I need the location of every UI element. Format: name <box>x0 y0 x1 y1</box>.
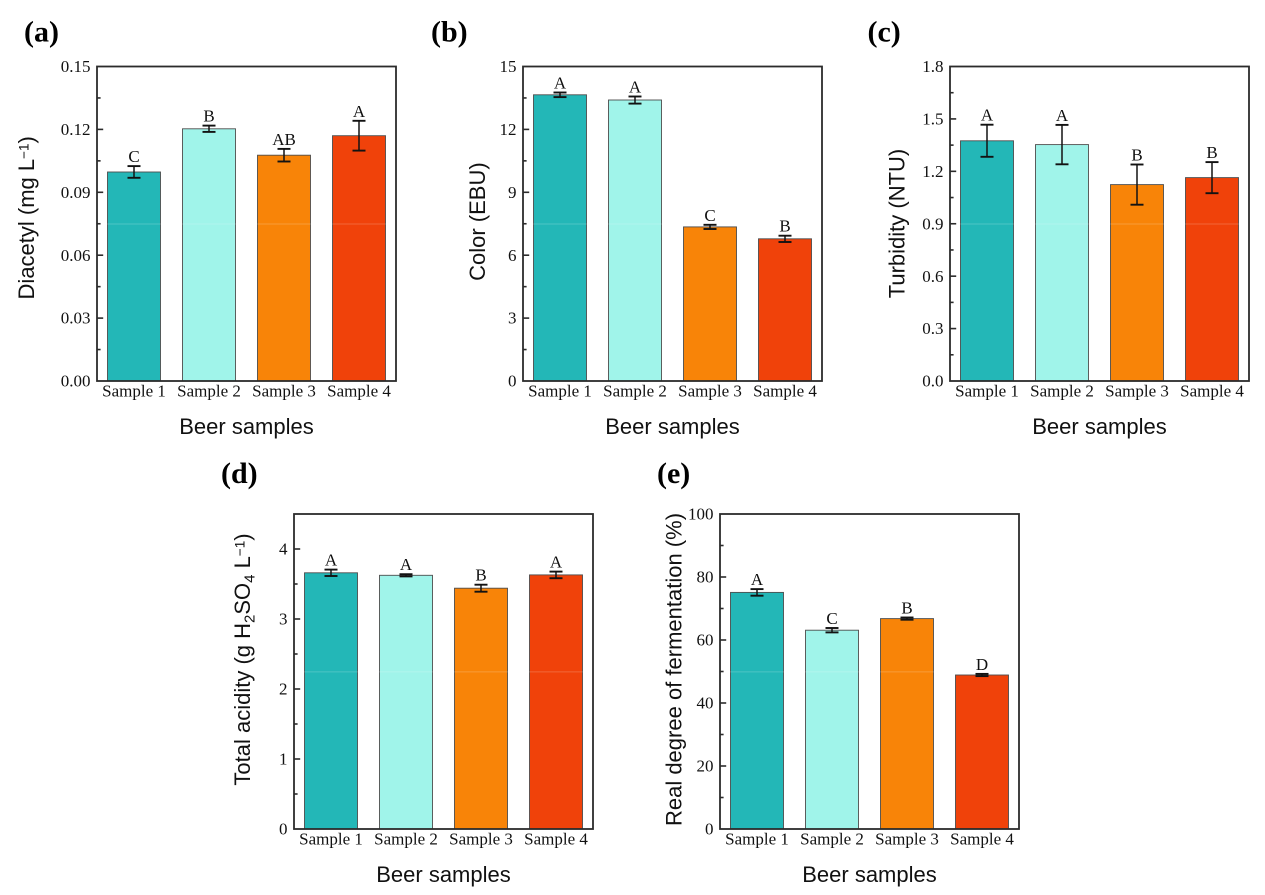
svg-text:9: 9 <box>508 183 517 202</box>
svg-text:Sample 4: Sample 4 <box>524 830 588 849</box>
svg-text:Sample 1: Sample 1 <box>299 830 363 849</box>
svg-text:A: A <box>629 78 642 97</box>
svg-text:A: A <box>751 570 764 589</box>
svg-text:B: B <box>475 566 486 585</box>
svg-text:0: 0 <box>705 820 714 839</box>
svg-text:A: A <box>554 74 567 93</box>
svg-text:1.8: 1.8 <box>922 57 943 76</box>
svg-text:Sample 3: Sample 3 <box>449 830 513 849</box>
svg-text:Beer samples: Beer samples <box>376 862 511 887</box>
svg-text:AB: AB <box>272 130 296 149</box>
svg-text:0.12: 0.12 <box>61 120 91 139</box>
svg-text:0.6: 0.6 <box>922 267 943 286</box>
svg-text:2: 2 <box>279 680 288 699</box>
svg-text:Total acidity (g H2SO4 L−1): Total acidity (g H2SO4 L−1) <box>230 533 259 785</box>
svg-text:(a): (a) <box>24 16 59 49</box>
svg-text:(e): (e) <box>657 457 690 490</box>
svg-text:3: 3 <box>279 610 288 629</box>
svg-text:A: A <box>550 553 563 572</box>
svg-text:Diacetyl (mg L−1): Diacetyl (mg L−1) <box>14 136 39 299</box>
svg-text:Beer samples: Beer samples <box>179 414 314 439</box>
svg-text:Color (EBU): Color (EBU) <box>465 162 490 281</box>
svg-text:0.9: 0.9 <box>922 214 943 233</box>
svg-text:1: 1 <box>279 750 288 769</box>
svg-text:C: C <box>128 147 139 166</box>
svg-text:A: A <box>325 551 338 570</box>
svg-text:6: 6 <box>508 246 517 265</box>
svg-text:A: A <box>400 555 413 574</box>
svg-text:0.3: 0.3 <box>922 319 943 338</box>
svg-text:0.15: 0.15 <box>61 57 91 76</box>
svg-text:Sample 3: Sample 3 <box>678 382 742 401</box>
svg-text:B: B <box>1131 146 1142 165</box>
svg-text:Sample 4: Sample 4 <box>1180 382 1244 401</box>
svg-text:A: A <box>353 102 366 121</box>
svg-text:Sample 3: Sample 3 <box>875 830 939 849</box>
svg-text:Sample 3: Sample 3 <box>1105 382 1169 401</box>
svg-text:Real degree of fermentation (%: Real degree of fermentation (%) <box>662 513 687 826</box>
svg-text:B: B <box>901 599 912 618</box>
svg-text:B: B <box>1206 143 1217 162</box>
svg-text:Sample 1: Sample 1 <box>955 382 1019 401</box>
svg-text:0: 0 <box>508 372 517 391</box>
svg-text:0.03: 0.03 <box>61 309 91 328</box>
svg-text:12: 12 <box>500 120 517 139</box>
svg-text:100: 100 <box>688 505 714 524</box>
svg-text:0.00: 0.00 <box>61 372 91 391</box>
svg-text:Sample 3: Sample 3 <box>252 382 316 401</box>
svg-text:(d): (d) <box>221 457 258 490</box>
svg-text:Sample 2: Sample 2 <box>603 382 667 401</box>
svg-text:Sample 4: Sample 4 <box>753 382 817 401</box>
svg-text:40: 40 <box>697 694 714 713</box>
svg-text:Sample 2: Sample 2 <box>374 830 438 849</box>
svg-text:Sample 2: Sample 2 <box>800 830 864 849</box>
svg-text:(c): (c) <box>868 16 901 49</box>
svg-text:1.2: 1.2 <box>922 162 943 181</box>
svg-text:Sample 4: Sample 4 <box>950 830 1014 849</box>
svg-text:1.5: 1.5 <box>922 110 943 129</box>
svg-text:B: B <box>779 217 790 236</box>
svg-text:0.06: 0.06 <box>61 246 91 265</box>
svg-text:0.0: 0.0 <box>922 372 943 391</box>
svg-text:20: 20 <box>697 757 714 776</box>
svg-text:Beer samples: Beer samples <box>802 862 937 887</box>
svg-text:B: B <box>203 107 214 126</box>
svg-text:Turbidity (NTU): Turbidity (NTU) <box>885 149 910 299</box>
svg-text:C: C <box>826 609 837 628</box>
svg-text:Sample 2: Sample 2 <box>1030 382 1094 401</box>
svg-text:60: 60 <box>697 631 714 650</box>
svg-text:4: 4 <box>279 540 288 559</box>
svg-text:0: 0 <box>279 820 288 839</box>
svg-text:80: 80 <box>697 568 714 587</box>
svg-text:Sample 1: Sample 1 <box>725 830 789 849</box>
svg-text:D: D <box>976 655 988 674</box>
svg-text:0.09: 0.09 <box>61 183 91 202</box>
svg-text:C: C <box>704 206 715 225</box>
svg-text:Beer samples: Beer samples <box>1032 414 1167 439</box>
svg-text:Sample 1: Sample 1 <box>528 382 592 401</box>
svg-text:Sample 2: Sample 2 <box>177 382 241 401</box>
svg-text:15: 15 <box>500 57 517 76</box>
svg-text:3: 3 <box>508 309 517 328</box>
svg-text:Sample 4: Sample 4 <box>327 382 391 401</box>
svg-text:(b): (b) <box>431 16 468 49</box>
svg-text:Beer samples: Beer samples <box>605 414 740 439</box>
svg-text:Sample 1: Sample 1 <box>102 382 166 401</box>
svg-text:A: A <box>981 106 994 125</box>
svg-text:A: A <box>1056 106 1069 125</box>
